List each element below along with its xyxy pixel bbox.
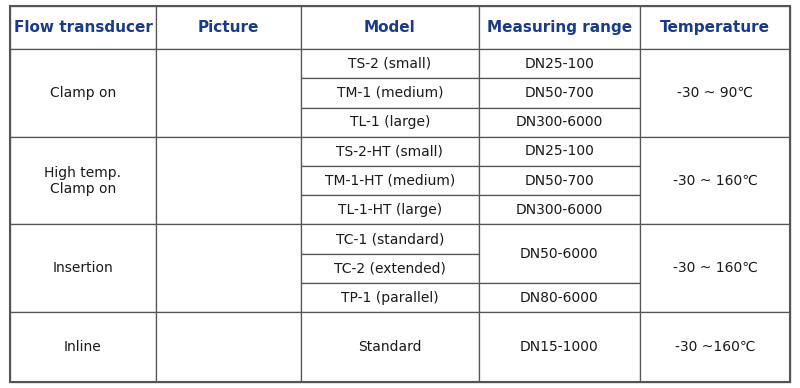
- Bar: [479, 283, 640, 312]
- Bar: [479, 78, 640, 107]
- Text: Inline: Inline: [64, 340, 102, 354]
- Bar: [301, 49, 479, 78]
- Text: DN50-700: DN50-700: [525, 174, 594, 188]
- Text: DN300-6000: DN300-6000: [515, 203, 603, 217]
- Bar: [479, 195, 640, 225]
- Bar: [479, 137, 640, 166]
- Text: Model: Model: [364, 20, 416, 35]
- Bar: [156, 312, 301, 382]
- Text: -30 ~160℃: -30 ~160℃: [675, 340, 755, 354]
- Text: TS-2 (small): TS-2 (small): [348, 57, 431, 71]
- Bar: [301, 137, 479, 166]
- Bar: [301, 195, 479, 225]
- Text: Temperature: Temperature: [660, 20, 770, 35]
- Bar: [10, 312, 156, 382]
- Bar: [640, 49, 790, 137]
- Bar: [640, 137, 790, 225]
- Text: DN25-100: DN25-100: [524, 57, 594, 71]
- Text: -30 ~ 90℃: -30 ~ 90℃: [677, 86, 753, 100]
- Text: TP-1 (parallel): TP-1 (parallel): [341, 291, 438, 305]
- Bar: [156, 49, 301, 137]
- Text: TM-1 (medium): TM-1 (medium): [337, 86, 443, 100]
- Bar: [10, 137, 156, 225]
- Bar: [301, 107, 479, 137]
- Bar: [301, 6, 479, 49]
- Text: Measuring range: Measuring range: [486, 20, 632, 35]
- Bar: [479, 166, 640, 195]
- Text: TL-1-HT (large): TL-1-HT (large): [338, 203, 442, 217]
- Text: TC-1 (standard): TC-1 (standard): [336, 232, 444, 246]
- Bar: [301, 312, 479, 382]
- Text: TL-1 (large): TL-1 (large): [350, 115, 430, 129]
- Bar: [301, 254, 479, 283]
- Bar: [10, 225, 156, 312]
- Bar: [301, 166, 479, 195]
- Bar: [301, 78, 479, 107]
- Text: TM-1-HT (medium): TM-1-HT (medium): [325, 174, 455, 188]
- Bar: [301, 225, 479, 254]
- Bar: [10, 6, 156, 49]
- Bar: [479, 6, 640, 49]
- Text: -30 ~ 160℃: -30 ~ 160℃: [673, 174, 758, 188]
- Text: Insertion: Insertion: [53, 262, 114, 275]
- Bar: [156, 225, 301, 312]
- Bar: [640, 225, 790, 312]
- Bar: [156, 137, 301, 225]
- Text: DN300-6000: DN300-6000: [515, 115, 603, 129]
- Text: -30 ~ 160℃: -30 ~ 160℃: [673, 262, 758, 275]
- Text: Standard: Standard: [358, 340, 422, 354]
- Bar: [479, 225, 640, 283]
- Text: Picture: Picture: [198, 20, 259, 35]
- Text: High temp.
Clamp on: High temp. Clamp on: [45, 166, 122, 196]
- Text: DN50-6000: DN50-6000: [520, 247, 598, 261]
- Text: TC-2 (extended): TC-2 (extended): [334, 262, 446, 275]
- Text: DN15-1000: DN15-1000: [520, 340, 598, 354]
- Bar: [156, 6, 301, 49]
- Bar: [640, 312, 790, 382]
- Text: Flow transducer: Flow transducer: [14, 20, 153, 35]
- Bar: [640, 6, 790, 49]
- Text: TS-2-HT (small): TS-2-HT (small): [337, 144, 443, 158]
- Text: DN80-6000: DN80-6000: [520, 291, 598, 305]
- Text: DN25-100: DN25-100: [524, 144, 594, 158]
- Bar: [479, 107, 640, 137]
- Bar: [301, 283, 479, 312]
- Text: Clamp on: Clamp on: [50, 86, 116, 100]
- Bar: [479, 49, 640, 78]
- Bar: [479, 312, 640, 382]
- Text: DN50-700: DN50-700: [525, 86, 594, 100]
- Bar: [10, 49, 156, 137]
